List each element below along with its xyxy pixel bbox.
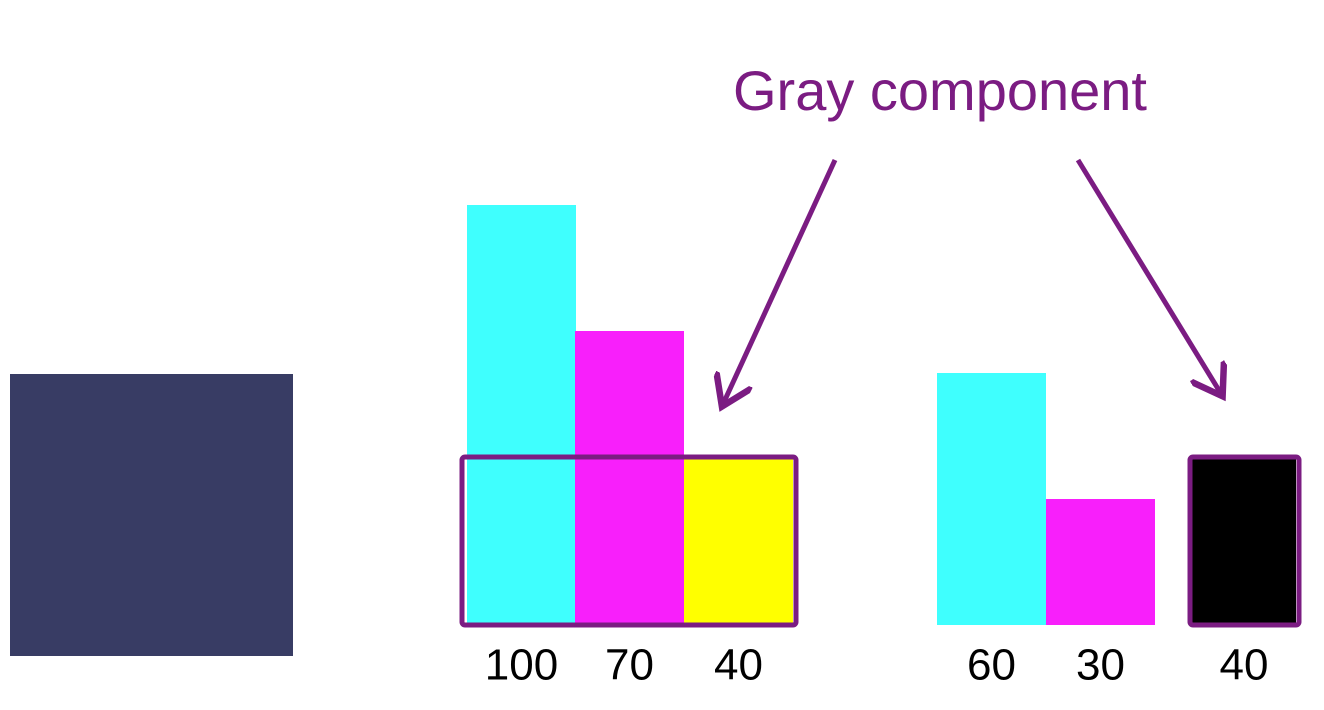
bar <box>467 205 576 625</box>
color-swatch <box>10 374 293 656</box>
value-label: 40 <box>714 641 763 690</box>
value-label: 60 <box>967 641 1016 690</box>
value-label: 70 <box>605 641 654 690</box>
value-label: 30 <box>1076 641 1125 690</box>
arrow <box>724 158 838 402</box>
arrow <box>1075 158 1220 392</box>
bar <box>1192 457 1296 625</box>
gray-box <box>459 454 799 628</box>
value-label: 40 <box>1220 641 1269 690</box>
title: Gray component <box>733 59 1147 122</box>
bar <box>684 457 793 625</box>
gray-box <box>1187 454 1302 628</box>
bar <box>937 373 1046 625</box>
bar <box>575 331 684 625</box>
value-label: 100 <box>485 641 558 690</box>
bar <box>1046 499 1155 625</box>
